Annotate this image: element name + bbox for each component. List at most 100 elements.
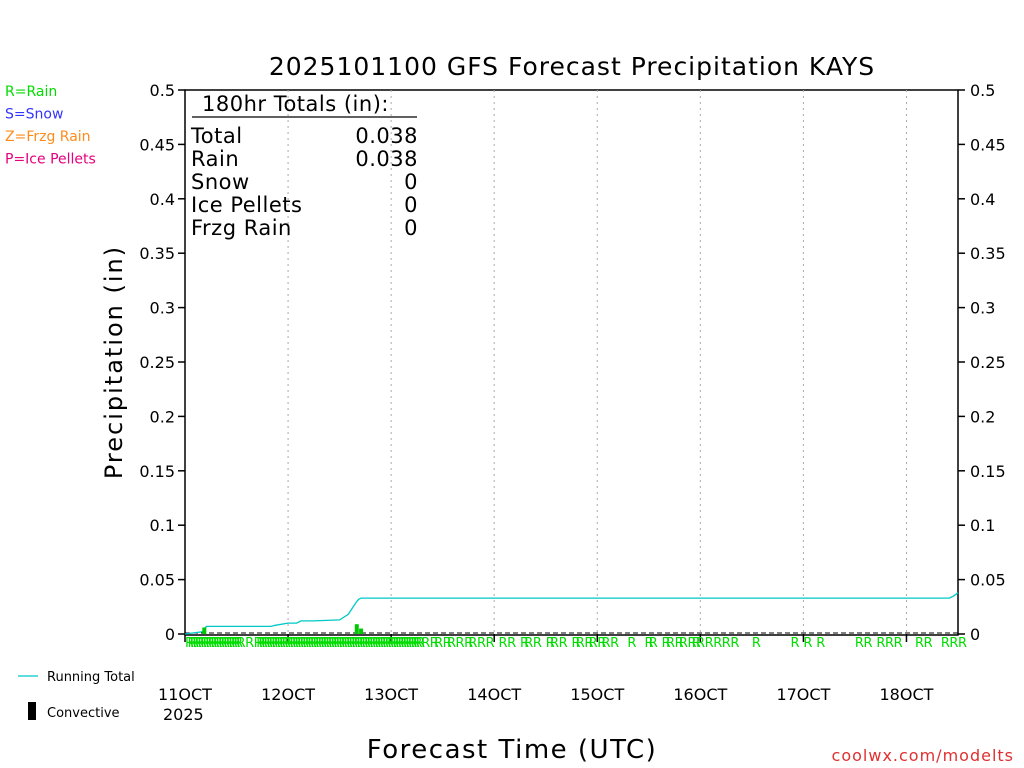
precip-type-marker: R (520, 636, 529, 651)
precip-type-marker: R (380, 636, 389, 651)
y-tick-label-left: 0.05 (139, 571, 175, 590)
precip-type-marker: R (924, 636, 933, 651)
precip-type-marker: R (713, 636, 722, 651)
precip-type-marker: R (456, 636, 465, 651)
series-legend-label: Running Total (47, 670, 135, 685)
precip-type-marker: R (274, 636, 283, 651)
precip-type-marker: R (546, 636, 555, 651)
precip-type-marker: R (259, 636, 268, 651)
y-tick-label-left: 0.1 (150, 516, 175, 535)
y-tick-label-left: 0.25 (139, 353, 175, 372)
y-tick-label-right: 0.5 (970, 81, 995, 100)
precip-type-marker: R (705, 636, 714, 651)
precip-type-marker: R (237, 636, 246, 651)
precip-type-marker: R (443, 636, 452, 651)
precip-type-marker: R (403, 636, 412, 651)
y-tick-label-right: 0.05 (970, 571, 1006, 590)
precip-type-marker: R (597, 636, 606, 651)
x-tick-label: 15OCT (570, 685, 624, 704)
precip-type-marker: R (486, 636, 495, 651)
totals-rows: Total 0.038 Rain 0.038 Snow 0 Ice Pellets 0 Frzg… (190, 124, 418, 240)
precip-type-marker: R (229, 636, 238, 651)
precip-type-marker: R (524, 636, 533, 651)
totals-header: 180hr Totals (in): (202, 92, 389, 116)
totals-row-label: Snow (191, 170, 250, 194)
precip-type-marker: R (300, 636, 309, 651)
precip-type-marker: R (308, 636, 317, 651)
precip-type-marker: R (464, 636, 473, 651)
totals-row-label: Ice Pellets (191, 193, 302, 217)
series-legend-label: Convective (47, 706, 120, 721)
precip-type-marker: R (282, 636, 291, 651)
precip-type-marker: R (401, 636, 410, 651)
x-tick-label: 11OCT (158, 685, 212, 704)
precip-type-marker: R (662, 636, 671, 651)
precip-type-marker: R (256, 636, 265, 651)
precip-type-marker: R (269, 636, 278, 651)
chart-title: 2025101100 GFS Forecast Precipitation KA… (269, 52, 875, 81)
precip-type-marker: R (292, 636, 301, 651)
precip-type-marker: R (385, 636, 394, 651)
x-tick-label: 16OCT (673, 685, 727, 704)
y-tick-label-left: 0.45 (139, 135, 175, 154)
precip-type-marker: R (447, 636, 456, 651)
convective-bar (202, 627, 207, 634)
precip-type-marker: R (421, 636, 430, 651)
precip-type-marker: R (185, 636, 194, 651)
y-tick-label-left: 0.4 (150, 190, 175, 209)
precip-type-marker: R (211, 636, 220, 651)
precip-type-marker: R (339, 636, 348, 651)
precip-type-marker: R (318, 636, 327, 651)
totals-row-value: 0.038 (355, 147, 418, 171)
totals-row-value: 0 (404, 170, 418, 194)
precip-type-marker: R (408, 636, 417, 651)
precip-type-marker: R (208, 636, 217, 651)
precip-type-marker: R (295, 636, 304, 651)
precip-type-marker: R (375, 636, 384, 651)
precip-type-marker: R (313, 636, 322, 651)
precip-type-marker: R (365, 636, 374, 651)
precip-type-marker: R (413, 636, 422, 651)
precip-type-marker: R (390, 636, 399, 651)
precip-type-marker: R (331, 636, 340, 651)
convective-bar (354, 624, 359, 634)
precip-type-marker: R (692, 636, 701, 651)
totals-row-label: Frzg Rain (191, 216, 292, 240)
precip-type-marker: R (855, 636, 864, 651)
precip-type-legend: R=Rain S=Snow Z=Frzg Rain P=Ice Pellets (5, 84, 96, 168)
precip-type-marker: R (354, 636, 363, 651)
precip-type-marker: R (572, 636, 581, 651)
precip-type-marker: R (498, 636, 507, 651)
y-axis-label: Precipitation (in) (100, 245, 128, 479)
y-tick-label-left: 0.35 (139, 244, 175, 263)
precip-type-marker: R (666, 636, 675, 651)
precip-type-marker: R (188, 636, 197, 651)
precip-type-marker: R (277, 636, 286, 651)
precip-type-marker: R (393, 636, 402, 651)
precip-type-marker: R (411, 636, 420, 651)
credit-text: coolwx.com/modelts (832, 746, 1014, 765)
precip-type-marker: R (290, 636, 299, 651)
totals-box: 180hr Totals (in): Total 0.038 Rain 0.038 Sn… (190, 92, 418, 240)
precip-type-marker: R (468, 636, 477, 651)
precip-type-marker: R (885, 636, 894, 651)
precip-type-marker: R (752, 636, 761, 651)
x-axis-label: Forecast Time (UTC) (367, 735, 658, 765)
precip-type-marker: R (305, 636, 314, 651)
precip-type-marker: R (559, 636, 568, 651)
grid-layer (185, 90, 958, 634)
precip-type-marker: R (791, 636, 800, 651)
y-tick-label-right: 0.4 (970, 190, 995, 209)
precip-type-marker: R (352, 636, 361, 651)
precip-type-marker: R (224, 636, 233, 651)
precip-type-marker: R (584, 636, 593, 651)
precip-type-marker: R (477, 636, 486, 651)
running-total-line (184, 592, 959, 635)
precip-type-marker: R (226, 636, 235, 651)
precip-type-marker: R (323, 636, 332, 651)
precip-type-marker: R (958, 636, 967, 651)
precip-type-legend-item: S=Snow (5, 107, 63, 123)
precip-type-marker: R (254, 636, 263, 651)
precip-type-marker: R (195, 636, 204, 651)
